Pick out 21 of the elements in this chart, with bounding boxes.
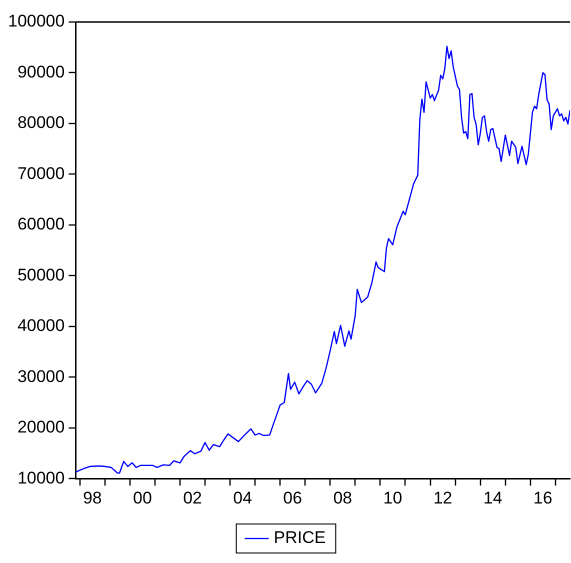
x-tick-label: 14 bbox=[483, 488, 502, 508]
x-tick-label: 16 bbox=[533, 488, 552, 508]
x-tick-label: 04 bbox=[233, 488, 252, 508]
y-tick-label: 70000 bbox=[17, 164, 65, 183]
y-tick-label: 80000 bbox=[17, 113, 65, 132]
x-tick-label: 08 bbox=[333, 488, 352, 508]
x-tick-label: 98 bbox=[82, 488, 102, 508]
y-tick-label: 20000 bbox=[17, 418, 65, 437]
x-tick-label: 10 bbox=[383, 488, 402, 508]
y-tick-label: 40000 bbox=[17, 316, 65, 336]
legend-label: PRICE bbox=[274, 528, 326, 548]
y-tick-label: 60000 bbox=[17, 214, 65, 234]
y-tick-label: 50000 bbox=[17, 265, 65, 284]
y-tick-label: 30000 bbox=[17, 366, 65, 386]
y-tick-label: 100000 bbox=[8, 12, 65, 31]
x-tick-label: 12 bbox=[433, 488, 452, 508]
y-tick-label: 90000 bbox=[17, 62, 65, 82]
x-tick-label: 02 bbox=[183, 488, 202, 508]
x-tick-label: 00 bbox=[133, 488, 152, 508]
x-tick-label: 06 bbox=[283, 488, 302, 508]
y-tick-label: 10000 bbox=[17, 468, 65, 488]
